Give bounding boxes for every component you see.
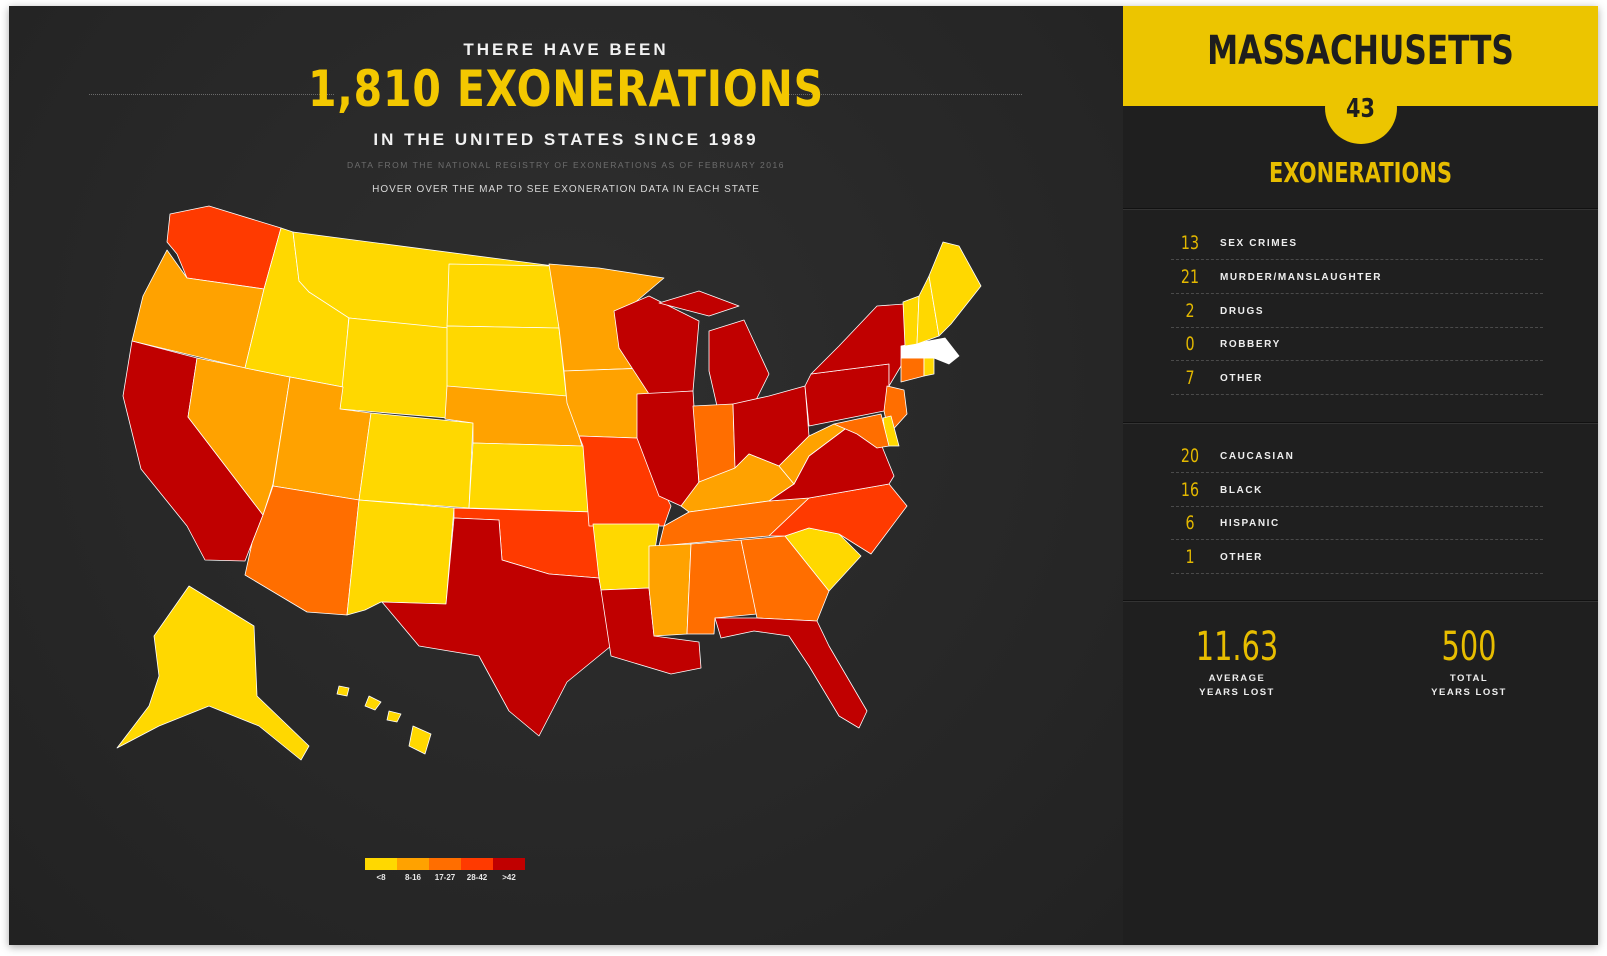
divider-3 — [1123, 600, 1598, 602]
state-md[interactable] — [833, 413, 890, 449]
average-years-value: 11.63 — [1195, 624, 1279, 670]
legend-bar — [365, 858, 525, 870]
state-ks[interactable] — [468, 442, 594, 513]
total-years-stat: 500 TOTAL YEARS LOST — [1399, 624, 1539, 700]
race-row: 1 OTHER — [1171, 540, 1543, 574]
crime-row: 0 ROBBERY — [1171, 327, 1543, 361]
crime-label: OTHER — [1220, 373, 1263, 384]
state-ri[interactable] — [923, 357, 935, 377]
average-years-label-2: YEARS LOST — [1199, 687, 1275, 698]
race-label: OTHER — [1220, 552, 1263, 563]
state-co[interactable] — [358, 412, 474, 509]
crime-count: 0 — [1185, 333, 1195, 355]
state-total-count: 43 — [1346, 94, 1375, 124]
legend-labels: <8 8-16 17-27 28-42 >42 — [365, 873, 525, 882]
legend-label-5: >42 — [502, 873, 516, 882]
state-ak[interactable] — [116, 585, 310, 761]
header-pretitle: THERE HAVE BEEN — [463, 40, 669, 59]
legend-label-2: 8-16 — [404, 873, 421, 882]
state-nd[interactable] — [446, 263, 560, 329]
race-label: CAUCASIAN — [1220, 451, 1295, 462]
state-vt[interactable] — [902, 295, 920, 347]
map-panel: THERE HAVE BEEN 1,810 EXONERATIONS IN TH… — [9, 6, 1123, 945]
total-years-label-2: YEARS LOST — [1431, 687, 1507, 698]
legend-swatch-3 — [429, 858, 461, 870]
race-count: 1 — [1185, 546, 1195, 568]
header-subtitle: IN THE UNITED STATES SINCE 1989 — [373, 130, 759, 149]
legend: <8 8-16 17-27 28-42 >42 — [365, 858, 525, 882]
state-fl[interactable] — [714, 617, 868, 729]
us-map[interactable] — [9, 6, 1123, 945]
state-hi[interactable] — [336, 685, 432, 755]
total-badge — [1325, 72, 1397, 144]
total-years-label-1: TOTAL — [1449, 673, 1489, 684]
crime-row: 2 DRUGS — [1171, 294, 1543, 328]
crime-row: 21 MURDER/MANSLAUGHTER — [1171, 260, 1543, 294]
header-total-exonerations: 1,810 EXONERATIONS — [307, 60, 825, 118]
divider-1 — [1123, 208, 1598, 210]
state-detail-panel: MASSACHUSETTS 43 EXONERATIONS 13 SEX CRI… — [1123, 6, 1598, 945]
exonerations-label: EXONERATIONS — [1268, 156, 1453, 189]
average-years-label-1: AVERAGE — [1208, 673, 1266, 684]
state-ga[interactable] — [740, 535, 830, 622]
legend-swatch-5 — [493, 858, 525, 870]
race-count: 20 — [1180, 445, 1200, 467]
header-rule-right — [777, 94, 1022, 95]
state-tx[interactable] — [381, 517, 612, 737]
total-years-value: 500 — [1441, 624, 1497, 670]
header-rule-left — [89, 94, 334, 95]
crime-row: 13 SEX CRIMES — [1171, 226, 1543, 260]
crime-label: MURDER/MANSLAUGHTER — [1220, 272, 1383, 283]
race-row: 16 BLACK — [1171, 473, 1543, 507]
race-count: 6 — [1185, 512, 1195, 534]
legend-swatch-1 — [365, 858, 397, 870]
legend-label-1: <8 — [376, 873, 386, 882]
crime-count: 2 — [1185, 300, 1195, 322]
state-wy[interactable] — [339, 317, 450, 419]
crime-label: DRUGS — [1220, 306, 1265, 317]
state-name: MASSACHUSETTS — [1207, 28, 1514, 74]
header-rule — [89, 66, 1049, 126]
crime-row: 7 OTHER — [1171, 361, 1543, 395]
crime-count: 7 — [1185, 367, 1195, 389]
legend-swatch-4 — [461, 858, 493, 870]
race-label: BLACK — [1220, 485, 1263, 496]
crime-count: 13 — [1180, 232, 1200, 254]
crime-label: SEX CRIMES — [1220, 238, 1298, 249]
hover-instruction: HOVER OVER THE MAP TO SEE EXONERATION DA… — [372, 184, 760, 195]
average-years-stat: 11.63 AVERAGE YEARS LOST — [1167, 624, 1307, 700]
crime-label: ROBBERY — [1220, 339, 1281, 350]
race-label: HISPANIC — [1220, 518, 1280, 529]
legend-label-3: 17-27 — [434, 873, 456, 882]
state-ms[interactable] — [648, 543, 692, 637]
state-nm[interactable] — [346, 499, 455, 616]
legend-swatch-2 — [397, 858, 429, 870]
race-row: 6 HISPANIC — [1171, 506, 1543, 540]
data-source-note: DATA FROM THE NATIONAL REGISTRY OF EXONE… — [347, 160, 785, 170]
app-frame: THERE HAVE BEEN 1,810 EXONERATIONS IN TH… — [9, 6, 1598, 945]
race-row: 20 CAUCASIAN — [1171, 439, 1543, 473]
legend-label-4: 28-42 — [466, 873, 488, 882]
crime-count: 21 — [1180, 266, 1200, 288]
divider-2 — [1123, 422, 1598, 424]
state-ct[interactable] — [900, 357, 925, 383]
race-count: 16 — [1180, 479, 1200, 501]
state-me[interactable] — [928, 241, 982, 337]
